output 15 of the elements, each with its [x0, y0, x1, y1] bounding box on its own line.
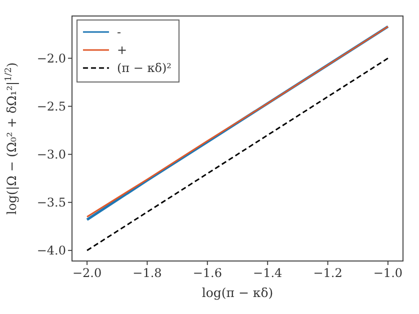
- x-tick-label: −1.2: [313, 266, 342, 280]
- x-tick-label: −1.0: [373, 266, 403, 280]
- legend-label: -: [117, 25, 122, 39]
- y-tick-label: −3.5: [36, 195, 66, 210]
- y-tick-label: −2.0: [36, 51, 66, 66]
- x-tick-label: −1.6: [192, 266, 222, 280]
- legend-label: +: [117, 43, 128, 57]
- legend-label: (π − κδ)²: [117, 61, 172, 75]
- y-tick-label: −3.0: [36, 147, 66, 162]
- x-tick-label: −2.0: [72, 266, 102, 280]
- x-tick-label: −1.8: [132, 266, 162, 280]
- x-axis-title: log(π − κδ): [202, 285, 274, 300]
- y-tick-label: −2.5: [36, 99, 66, 114]
- y-tick-label: −4.0: [36, 243, 66, 258]
- x-tick-label: −1.4: [253, 266, 283, 280]
